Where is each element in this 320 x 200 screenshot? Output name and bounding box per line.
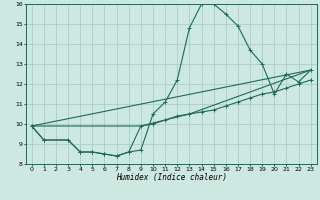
X-axis label: Humidex (Indice chaleur): Humidex (Indice chaleur) (116, 173, 227, 182)
